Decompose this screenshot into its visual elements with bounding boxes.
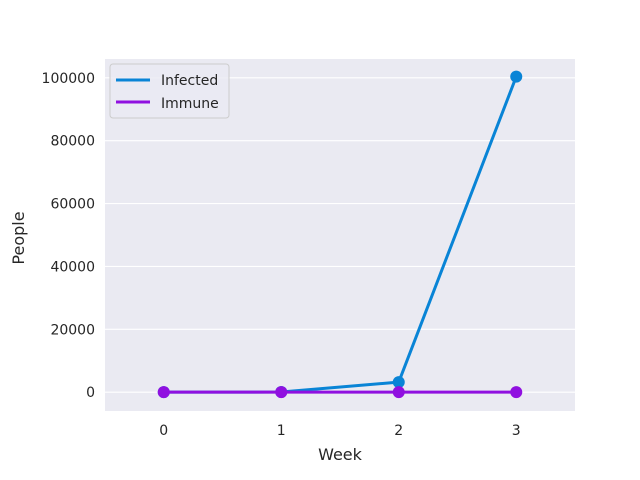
legend-box bbox=[109, 63, 230, 119]
y-tick-labels: 0 20000 40000 60000 80000 100000 bbox=[42, 71, 95, 401]
y-tick-label: 20000 bbox=[50, 322, 95, 338]
y-tick-label: 40000 bbox=[50, 259, 95, 275]
legend: Infected Immune bbox=[109, 63, 230, 119]
series-layer bbox=[157, 70, 523, 399]
data-point-immune bbox=[392, 386, 405, 399]
y-axis-label: People bbox=[9, 211, 28, 264]
data-point-infected bbox=[510, 70, 523, 83]
x-axis-label: Week bbox=[318, 445, 363, 464]
legend-label-immune: Immune bbox=[161, 96, 219, 112]
data-point-immune bbox=[275, 386, 288, 399]
x-tick-label: 1 bbox=[277, 423, 286, 439]
x-tick-label: 2 bbox=[394, 423, 403, 439]
data-point-infected bbox=[392, 376, 405, 389]
y-tick-label: 60000 bbox=[50, 197, 95, 213]
y-tick-label: 0 bbox=[86, 385, 95, 401]
x-tick-label: 0 bbox=[159, 423, 168, 439]
legend-label-infected: Infected bbox=[161, 73, 218, 89]
x-tick-labels: 0 1 2 3 bbox=[159, 423, 520, 439]
data-point-immune bbox=[510, 386, 523, 399]
y-tick-label: 100000 bbox=[42, 71, 95, 87]
x-tick-label: 3 bbox=[512, 423, 521, 439]
y-tick-label: 80000 bbox=[50, 134, 95, 150]
data-point-immune bbox=[157, 386, 170, 399]
